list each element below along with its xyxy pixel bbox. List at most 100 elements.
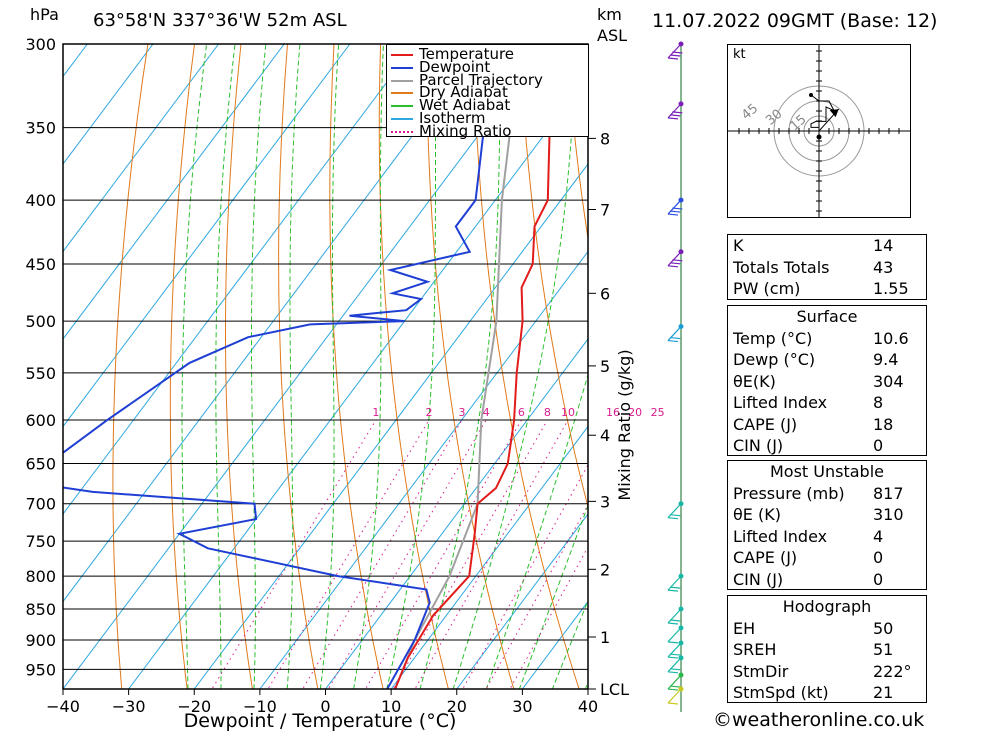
index-label: θE (K) [733,505,781,524]
dewpoint-profile [63,44,522,689]
dry-adiabat-line [939,44,1000,697]
index-label: EH [733,618,756,638]
mixing-ratio-label: 20 [628,406,642,419]
wind-barb-staff [667,326,682,341]
index-value: 0 [873,436,884,455]
wind-barb-feather [670,262,681,265]
x-tick-label: 30 [512,697,532,716]
dry-adiabat-line [566,44,588,242]
mixing-ratio-line [211,419,377,689]
mixing-ratio-line [392,419,548,689]
table-row: StmSpd (kt) 21 [728,682,926,704]
table-title: Surface [796,307,858,326]
isotherm-line [63,44,548,689]
index-label: StmSpd (kt) [733,683,829,702]
pressure-tick-label: 800 [25,567,56,586]
wind-barb-feather [670,514,681,517]
copyright: ©weatheronline.co.uk [713,709,925,731]
table-row: K 14 [728,235,926,257]
hodograph-end-dot [809,93,813,97]
wind-barb-staff [667,657,682,673]
wind-barb-feather [667,622,679,625]
table-row: θE(K) 304 [728,371,926,393]
index-label: CAPE (J) [733,414,798,434]
legend-entry: Isotherm [387,111,588,125]
km-tick-label: 2 [600,560,610,579]
wind-barb [667,627,682,644]
wind-barb-feather [670,619,681,622]
pressure-tick-label: 650 [25,454,56,473]
table-row: Lifted Index 8 [728,392,926,414]
index-value: 21 [873,683,894,702]
isotherm-line [63,44,351,428]
wind-barb-staff [667,642,682,658]
pressure-tick-label: 450 [25,255,56,274]
pressure-tick-label: 950 [25,660,56,679]
wind-barb-feather [667,339,679,343]
x-axis-label: Dewpoint / Temperature (°C) [184,710,457,732]
km-tick-label: 7 [600,200,610,219]
index-label: SREH [733,640,777,659]
legend-swatch [391,54,413,56]
wind-barb [667,575,682,592]
table-row: Pressure (mb) 817 [728,483,926,505]
unit-km-label: km [597,5,622,24]
index-label: Lifted Index [733,393,828,412]
index-value: 9.4 [873,350,899,369]
index-label: Totals Totals [733,257,830,277]
isotherm-line [456,513,588,689]
most-unstable-table: Most Unstable Pressure (mb) 817 θE (K) 310 Li… [727,460,927,590]
index-value: 0 [873,569,884,589]
wet-adiabat-line [181,44,208,689]
km-tick-label: 4 [600,426,610,445]
index-value: 43 [873,257,894,277]
wind-barb-staff [667,199,682,215]
wind-barb [667,199,683,216]
mixing-ratio-line [327,419,487,689]
legend-entry: Temperature [387,47,588,61]
index-value: 1.55 [873,279,909,298]
km-tick-label: 1 [600,628,610,647]
wind-barb [667,608,682,625]
dry-adiabat-line [278,44,319,689]
index-label: CAPE (J) [733,548,798,567]
wet-adiabat-line [518,503,588,689]
mixing-ratio-label: 4 [483,406,490,419]
mixing-ratio-line [364,419,522,689]
table-row: θE (K) 310 [728,504,926,526]
legend-swatch [391,105,413,108]
dry-adiabat-line [985,44,1000,697]
legend-swatch [391,92,413,95]
km-tick-label: 5 [600,357,610,376]
wind-barb-feather [670,336,681,340]
table-row: Dewp (°C) 9.4 [728,349,926,371]
index-value: 14 [873,236,894,255]
hodograph-trace [810,94,836,137]
legend-label: Parcel Trajectory [419,70,543,89]
legend-label: Mixing Ratio [419,121,512,140]
pressure-tick-label: 850 [25,600,56,619]
wind-barb-feather [670,586,681,589]
wind-barb-staff [667,674,682,690]
mixing-ratio-label: 10 [561,406,575,419]
wind-barb [667,674,682,691]
index-label: Pressure (mb) [733,483,845,503]
legend-swatch [391,130,413,133]
isotherm-line [0,44,22,689]
table-row: SREH 51 [728,639,926,661]
x-tick-label: −30 [112,697,146,716]
index-label: StmDir [733,661,789,681]
isotherm-line [63,44,285,340]
index-label: Temp (°C) [733,328,813,348]
index-label: K [733,236,744,255]
wind-barb-staff [667,575,682,591]
wind-barb-feather [667,671,679,674]
wind-barb [667,103,683,120]
wind-barb-staff [667,251,682,267]
pressure-tick-label: 400 [25,191,56,210]
hodograph-start-dot [816,134,822,140]
mixing-ratio-label: 8 [544,406,551,419]
mixing-ratio-label: 25 [651,406,665,419]
legend-entry: Mixing Ratio [387,121,588,140]
